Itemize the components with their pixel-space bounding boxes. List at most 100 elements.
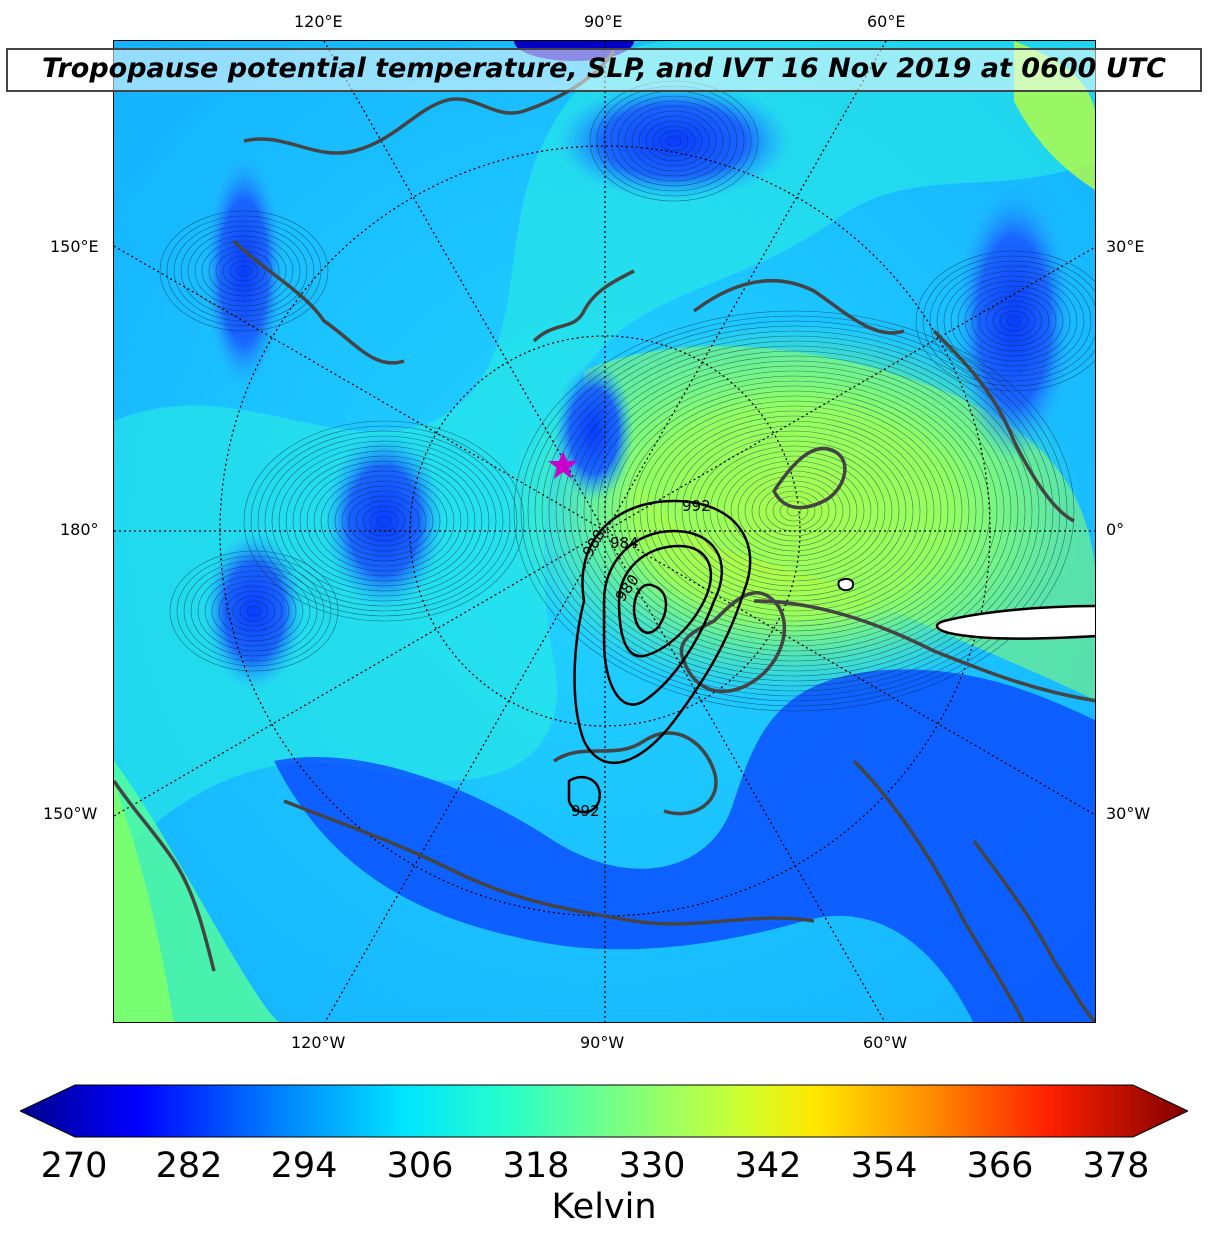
isentrope-line	[737, 470, 851, 552]
ivt-contour	[935, 604, 1095, 640]
isentrope-line	[183, 560, 325, 662]
isentrope-line	[915, 250, 1095, 392]
isentrope-lines	[159, 80, 1095, 712]
isentrope-line	[334, 485, 434, 557]
isentrope-line	[992, 305, 1036, 337]
isentrope-line	[208, 245, 280, 297]
isentrope-line	[236, 265, 252, 277]
isentrope-line	[645, 120, 703, 162]
meridian-150w-30e	[114, 246, 1095, 817]
label-bottom-60w: 60°W	[863, 1033, 908, 1052]
isentrope-line	[218, 585, 290, 637]
meridian-150e-30w	[114, 245, 1095, 816]
isentrope-line	[229, 260, 259, 282]
slp-contour-984	[617, 544, 713, 658]
isentrope-line	[652, 125, 696, 157]
isentrope-line	[1006, 315, 1022, 327]
coast-greenland-north	[679, 590, 787, 693]
cbar-tick-282: 282	[155, 1146, 223, 1186]
isentrope-line	[922, 255, 1095, 387]
label-bottom-120w: 120°W	[291, 1033, 346, 1052]
label-top-90e: 90°E	[584, 12, 623, 31]
isentrope-line	[264, 435, 504, 607]
isentrope-line	[936, 265, 1092, 377]
isentrope-line	[758, 485, 830, 537]
colorbar-label: Kelvin	[551, 1187, 657, 1227]
isentrope-line	[978, 295, 1050, 347]
isentrope-line	[632, 395, 956, 627]
isentrope-line	[548, 335, 1040, 687]
label-right-30e: 30°E	[1106, 237, 1145, 256]
isentrope-line	[362, 505, 406, 537]
isentrope-line	[376, 515, 392, 527]
isentrope-line	[534, 325, 1054, 697]
isentrope-line	[702, 445, 886, 577]
coast-kara	[692, 278, 905, 335]
isentrope-line	[617, 100, 731, 182]
isentrope-line	[943, 270, 1085, 372]
ivt-contour-small	[837, 578, 855, 592]
isentrope-line	[779, 500, 809, 522]
coast-scandinavia	[932, 329, 1075, 523]
isentrope-line	[306, 465, 462, 577]
isentrope-line	[313, 470, 455, 572]
isentrope-line	[631, 110, 717, 172]
slp-contour-992	[573, 499, 752, 764]
isentrope-line	[618, 385, 970, 637]
isentrope-line	[562, 345, 1026, 677]
isentrope-line	[355, 500, 413, 542]
isentrope-line	[681, 430, 907, 592]
cbar-tick-306: 306	[386, 1146, 454, 1186]
warm-core-lower-left	[114, 781, 174, 1022]
isentrope-line	[709, 450, 879, 572]
isentrope-line	[320, 475, 448, 567]
cbar-tick-342: 342	[734, 1146, 802, 1186]
isentrope-line	[204, 575, 304, 647]
isentrope-line	[285, 450, 483, 592]
isentrope-line	[639, 400, 949, 622]
star-marker	[548, 451, 578, 479]
isentrope-line	[327, 480, 441, 562]
label-left-150w: 150°W	[43, 804, 98, 823]
coast-greenland-east	[753, 599, 1095, 703]
coastlines	[114, 50, 1095, 1022]
cold-anomaly-2	[204, 151, 284, 391]
isentrope-line	[610, 95, 738, 187]
cbar-tick-294: 294	[270, 1146, 338, 1186]
isentrope-line	[166, 215, 322, 327]
isentrope-line	[646, 405, 942, 617]
isentrope-line	[964, 285, 1064, 357]
isentrope-line	[278, 445, 490, 597]
isentrope-line	[243, 420, 525, 622]
label-bottom-90w: 90°W	[580, 1033, 625, 1052]
isentrope-line	[957, 280, 1071, 362]
isentrope-line	[232, 595, 276, 627]
isentrope-line	[201, 240, 287, 302]
isentrope-line	[520, 315, 1068, 707]
isentrope-line	[541, 330, 1047, 692]
cold-anomaly-3	[554, 361, 634, 501]
meridian-60e-120w	[324, 41, 887, 1022]
isentrope-line	[197, 570, 311, 652]
coast-taymyr	[532, 269, 635, 343]
isentrope-line	[744, 475, 844, 547]
slp-contour-980	[632, 583, 668, 635]
isentrope-line	[271, 440, 497, 602]
isentrope-line	[569, 350, 1019, 672]
label-left-180: 180°	[60, 520, 99, 539]
isentrope-line	[772, 495, 816, 527]
isentrope-line	[222, 255, 266, 287]
coast-canada-north	[283, 799, 815, 926]
colorbar-gradient	[20, 1084, 1188, 1138]
isentrope-line	[950, 275, 1078, 367]
isentrope-line	[985, 300, 1043, 342]
coast-siberia-north	[243, 50, 616, 155]
title-box: Tropopause potential temperature, SLP, a…	[6, 48, 1202, 92]
cbar-tick-366: 366	[966, 1146, 1034, 1186]
slp-contour-988	[602, 529, 724, 706]
isentrope-line	[187, 230, 301, 312]
graticule	[114, 41, 1095, 1022]
label-right-0: 0°	[1106, 520, 1125, 539]
isentrope-line	[194, 235, 294, 307]
teal-filament	[114, 41, 1095, 861]
